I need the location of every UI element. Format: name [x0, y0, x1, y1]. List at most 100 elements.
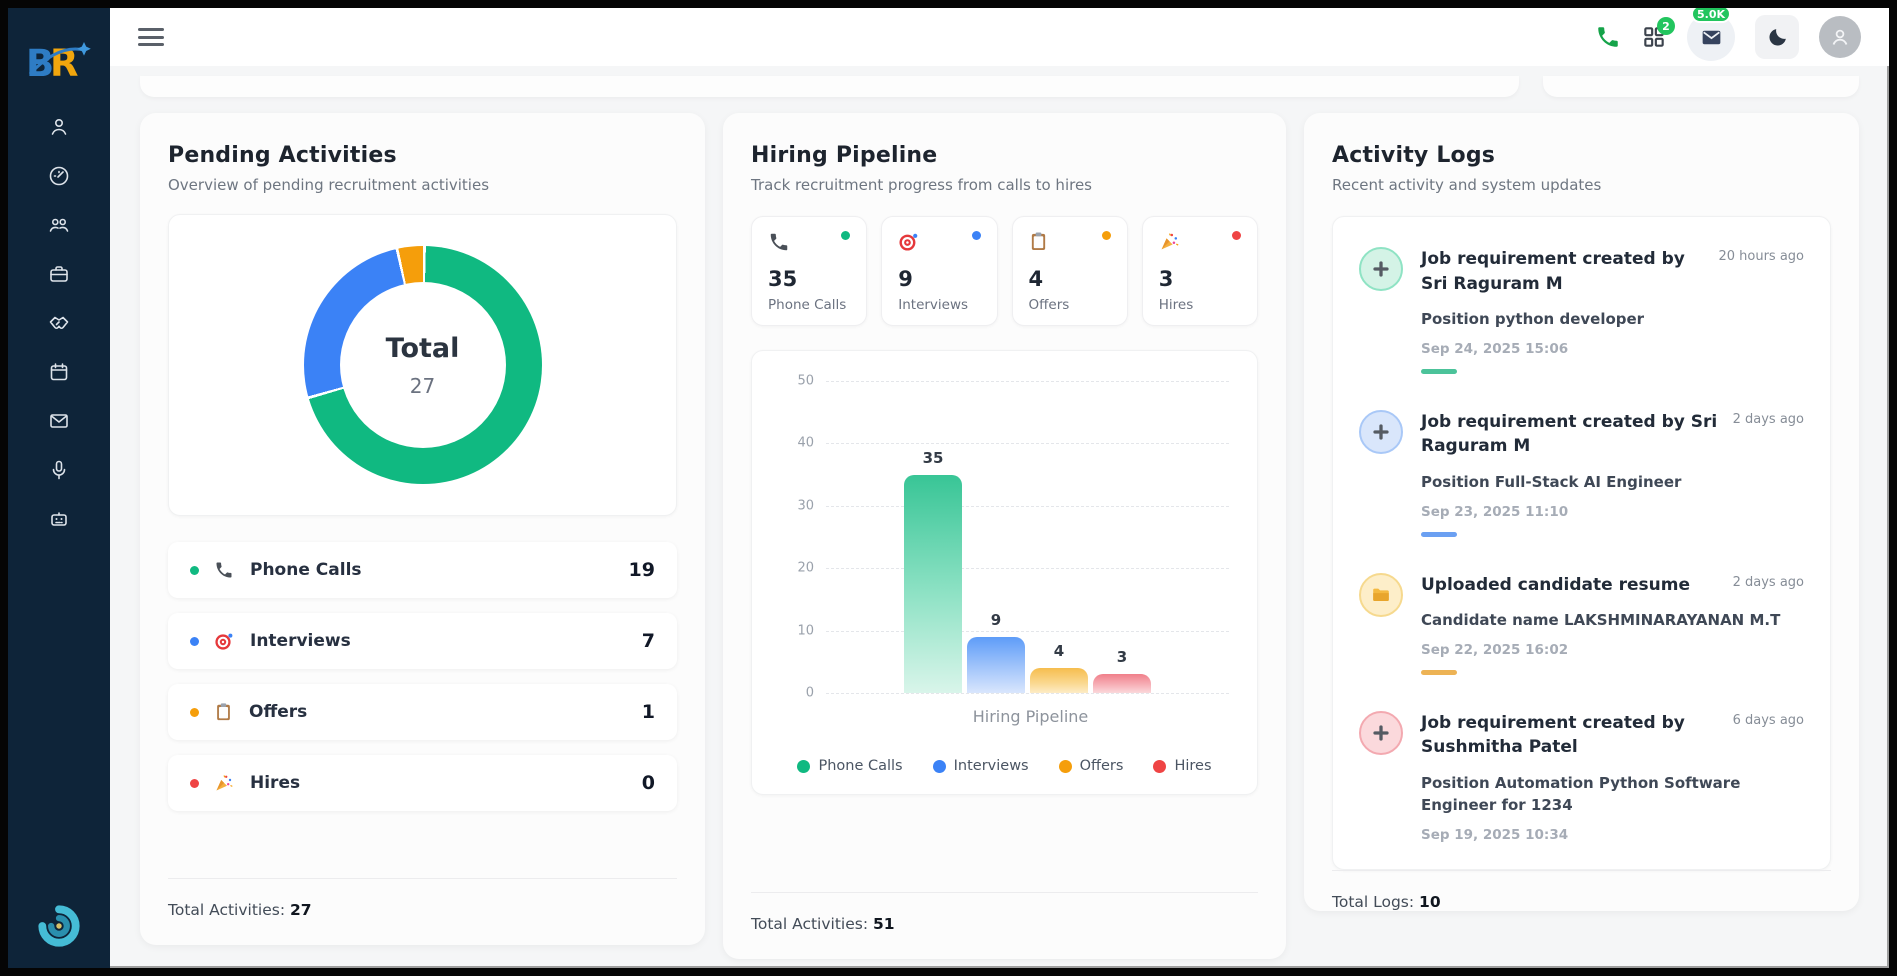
pending-footer: Total Activities: 27: [168, 878, 677, 919]
stat-label: Phone Calls: [768, 297, 847, 313]
y-tick-label: 0: [805, 685, 814, 701]
legend-item-interviews[interactable]: Interviews: [932, 758, 1029, 774]
log-accent-bar: [1421, 531, 1457, 537]
total-logs-value: 10: [1419, 892, 1441, 911]
bar-value-label: 35: [922, 448, 944, 467]
microphone-icon: [52, 460, 66, 480]
row-value: 7: [641, 630, 655, 652]
menu-toggle-button[interactable]: [138, 28, 164, 46]
log-title: Job requirement created by Sushmitha Pat…: [1421, 712, 1685, 758]
stat-card-interviews: 9 Interviews: [881, 216, 998, 326]
chart-legend: Phone Calls Interviews Offers Hires: [774, 758, 1235, 774]
row-label: Interviews: [250, 631, 351, 651]
sidebar-item-partners[interactable]: [39, 310, 79, 336]
hiring-pipeline-title: Hiring Pipeline: [751, 143, 938, 168]
menu-icon: [138, 28, 164, 31]
plus-icon: [1373, 424, 1389, 440]
red-dot-icon: [1153, 759, 1167, 773]
log-badge: [1359, 247, 1403, 291]
log-item: Job requirement created by Sushmitha Pat…: [1359, 710, 1804, 843]
legend-item-offers[interactable]: Offers: [1058, 758, 1123, 774]
stat-value: 3: [1158, 267, 1174, 291]
y-tick-label: 40: [797, 435, 814, 451]
bar-plot: 0 10 20 30 40 50 35 9 4 3: [797, 374, 1229, 701]
x-axis-label: Hiring Pipeline: [972, 707, 1089, 726]
bar-offers: 4: [1030, 381, 1088, 693]
logs-footer: Total Logs: 10: [1332, 869, 1831, 911]
row-label: Offers: [249, 702, 308, 722]
sidebar-item-jobs[interactable]: [39, 261, 79, 287]
dark-mode-toggle[interactable]: [1755, 15, 1799, 59]
stat-card-offers: 4 Offers: [1011, 216, 1128, 326]
legend-item-phone-calls[interactable]: Phone Calls: [797, 758, 903, 774]
clipboard-icon: [217, 703, 230, 721]
user-icon: [51, 119, 67, 135]
dashboard-cards-row: Pending Activities Overview of pending r…: [140, 113, 1859, 959]
calendar-icon: [50, 363, 68, 381]
log-title: Job requirement created by Sri Raguram M: [1421, 411, 1718, 457]
brand-logo: B R: [24, 34, 94, 92]
envelope-icon: [1702, 30, 1720, 44]
bar-value-label: 9: [990, 610, 1002, 629]
legend-item-hires[interactable]: Hires: [1153, 758, 1212, 774]
row-label: Hires: [250, 773, 301, 793]
log-description: Position python developer: [1421, 310, 1645, 329]
donut-center-title: Total: [385, 332, 460, 364]
sidebar-item-voice[interactable]: [39, 457, 79, 483]
orange-dot-icon: [190, 707, 199, 717]
stat-value: 9: [898, 267, 913, 291]
sidebar-item-team[interactable]: [39, 212, 79, 238]
card-edge-top-right: [1543, 76, 1859, 97]
blue-dot-icon: [971, 231, 981, 240]
sidebar-item-user[interactable]: [39, 114, 79, 140]
log-time-ago: 2 days ago: [1732, 411, 1804, 427]
phone-button[interactable]: [1595, 24, 1621, 50]
sidebar-item-dashboard[interactable]: [39, 163, 79, 189]
donut-center-value: 27: [409, 373, 436, 398]
party-popper-icon: [1161, 233, 1179, 250]
row-value: 0: [641, 772, 655, 794]
gridline: [826, 381, 1229, 382]
total-activities-text: Total Activities: 51: [751, 915, 895, 933]
sidebar-item-bot[interactable]: [39, 506, 79, 532]
y-tick-label: 50: [797, 373, 814, 389]
orange-dot-icon: [1058, 759, 1072, 773]
hiring-pipeline-subtitle: Track recruitment progress from calls to…: [751, 176, 1092, 194]
apps-grid-button[interactable]: 2: [1641, 17, 1675, 50]
divider: [751, 892, 1258, 893]
log-time-ago: 6 days ago: [1732, 712, 1804, 728]
row-value: 19: [628, 559, 655, 581]
stat-value: 4: [1028, 267, 1044, 291]
divider: [168, 878, 677, 879]
bar-value-label: 4: [1053, 642, 1065, 661]
log-title: Job requirement created by Sri Raguram M: [1421, 249, 1685, 294]
pending-legend-list: Phone Calls 19 Interviews 7 Offe: [168, 542, 677, 811]
dashboard-gauge-icon: [49, 166, 69, 186]
pending-activities-card: Pending Activities Overview of pending r…: [140, 113, 705, 945]
log-description: Position Automation Python Software Engi…: [1421, 773, 1741, 815]
sidebar-item-mail[interactable]: [39, 408, 79, 434]
bars-group: 35 9 4 3: [826, 381, 1229, 693]
sidebar-nav: [39, 114, 79, 532]
sidebar-item-calendar[interactable]: [39, 359, 79, 385]
activity-logs-card: Activity Logs Recent activity and system…: [1304, 113, 1859, 911]
activity-logs-subtitle: Recent activity and system updates: [1332, 176, 1602, 194]
log-timestamp: Sep 24, 2025 15:06: [1421, 340, 1569, 357]
green-dot-icon: [190, 565, 199, 575]
briefcase-icon: [50, 266, 68, 282]
phone-icon: [216, 562, 232, 578]
profile-avatar[interactable]: [1819, 16, 1861, 58]
bar-rect: [1093, 674, 1151, 693]
pipeline-footer: Total Activities: 51: [751, 892, 1258, 933]
stat-label: Hires: [1158, 297, 1194, 313]
donut-chart-panel: Total 27: [168, 214, 677, 516]
sidebar: B R: [8, 8, 110, 968]
gridline: [826, 505, 1229, 507]
bar-rect: [904, 474, 962, 693]
inbox-button[interactable]: 5.0K: [1687, 8, 1735, 61]
bar-chart-panel: 0 10 20 30 40 50 35 9 4 3 Hiring Pipeline Phone C…: [751, 350, 1258, 795]
target-icon: [215, 633, 233, 650]
log-accent-bar: [1421, 669, 1457, 675]
bar-value-label: 3: [1116, 648, 1128, 667]
total-activities-text: Total Activities: 27: [168, 901, 312, 919]
